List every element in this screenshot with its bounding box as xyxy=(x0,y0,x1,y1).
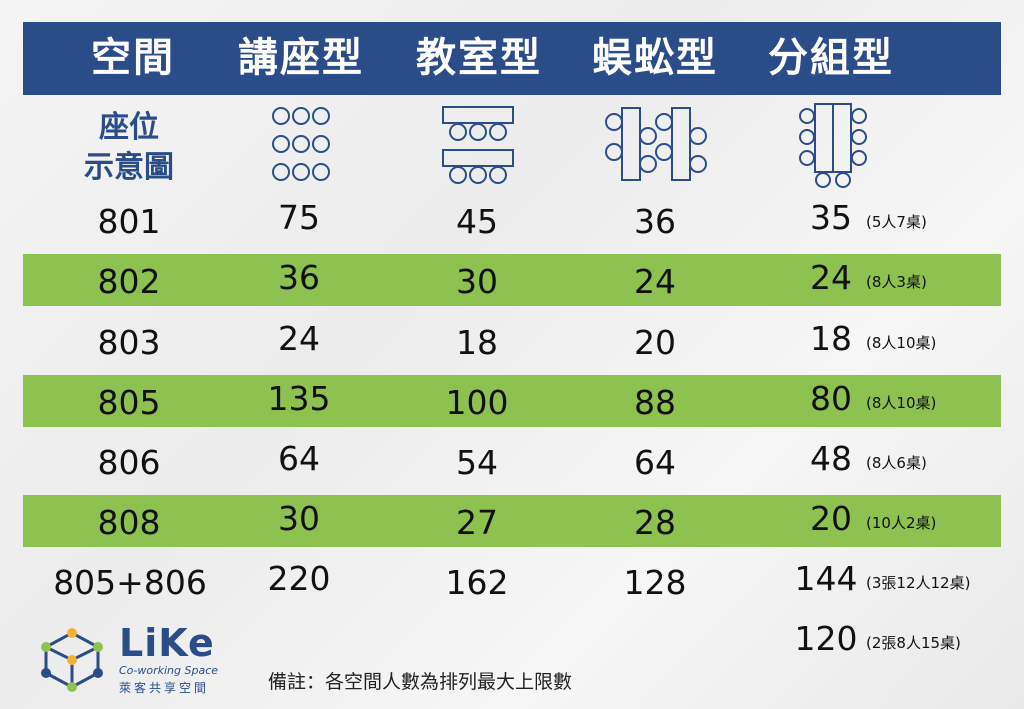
room-803: 803 xyxy=(97,323,161,362)
lecture-808: 30 xyxy=(278,499,320,538)
group-note-808: (10人2桌) xyxy=(866,514,937,532)
herringbone-layout-icon xyxy=(605,107,707,181)
classroom-806: 54 xyxy=(456,443,498,482)
room-806: 806 xyxy=(97,443,161,482)
room-805: 805 xyxy=(97,383,161,422)
herringbone-806: 64 xyxy=(634,443,676,482)
group-note-extra: (2張8人15桌) xyxy=(866,634,961,652)
row-band-808 xyxy=(23,495,1001,547)
classroom-803: 18 xyxy=(456,323,498,362)
room-801: 801 xyxy=(97,202,161,241)
room-805-806: 805+806 xyxy=(53,563,207,602)
header-herringbone: 蜈蚣型 xyxy=(592,35,718,81)
header-space: 空間 xyxy=(91,35,175,81)
brand-name: LiKe xyxy=(119,621,215,665)
group-note-801: (5人7桌) xyxy=(866,213,927,231)
lecture-802: 36 xyxy=(278,258,320,297)
herringbone-808: 28 xyxy=(634,503,676,542)
herringbone-802: 24 xyxy=(634,262,676,301)
group-806: 48 xyxy=(810,439,852,478)
group-note-805-806: (3張12人12桌) xyxy=(866,574,971,592)
group-808: 20 xyxy=(810,499,852,538)
room-808: 808 xyxy=(97,503,161,542)
group-802: 24 xyxy=(810,258,852,297)
brand-tagline: Co-working Space xyxy=(119,664,219,677)
herringbone-805: 88 xyxy=(634,383,676,422)
herringbone-801: 36 xyxy=(634,202,676,241)
group-801: 35 xyxy=(810,198,852,237)
lecture-805: 135 xyxy=(267,379,331,418)
classroom-805-806: 162 xyxy=(445,563,509,602)
table-header: 空間 講座型 教室型 蜈蚣型 分組型 xyxy=(23,22,1001,95)
lecture-806: 64 xyxy=(278,439,320,478)
layout-label-line2: 示意圖 xyxy=(84,150,174,185)
like-logo-icon xyxy=(41,628,103,692)
group-805-806: 144 xyxy=(794,559,858,598)
group-note-805: (8人10桌) xyxy=(866,394,937,412)
lecture-layout-icon xyxy=(272,107,330,181)
lecture-805-806: 220 xyxy=(267,559,331,598)
lecture-803: 24 xyxy=(278,319,320,358)
herringbone-805-806: 128 xyxy=(623,563,687,602)
header-lecture: 講座型 xyxy=(238,35,364,81)
lecture-801: 75 xyxy=(278,198,320,237)
brand-chinese: 萊客共享空間 xyxy=(119,681,210,695)
row-band-802 xyxy=(23,254,1001,306)
group-note-806: (8人6桌) xyxy=(866,454,927,472)
header-classroom: 教室型 xyxy=(416,35,542,81)
classroom-layout-icon xyxy=(442,106,514,184)
classroom-801: 45 xyxy=(456,202,498,241)
group-note-802: (8人3桌) xyxy=(866,273,927,291)
classroom-802: 30 xyxy=(456,262,498,301)
group-803: 18 xyxy=(810,319,852,358)
header-group: 分組型 xyxy=(768,35,894,81)
layout-label-line1: 座位 xyxy=(99,110,159,145)
layout-diagram-label: 座位 示意圖 xyxy=(64,108,194,188)
room-802: 802 xyxy=(97,262,161,301)
group-note-803: (8人10桌) xyxy=(866,334,937,352)
classroom-805: 100 xyxy=(445,383,509,422)
row-band-805 xyxy=(23,375,1001,427)
group-layout-icon xyxy=(799,103,867,188)
group-805: 80 xyxy=(810,379,852,418)
group-extra: 120 xyxy=(794,619,858,658)
remark-note: 備註：各空間人數為排列最大上限數 xyxy=(268,671,573,693)
herringbone-803: 20 xyxy=(634,323,676,362)
classroom-808: 27 xyxy=(456,503,498,542)
